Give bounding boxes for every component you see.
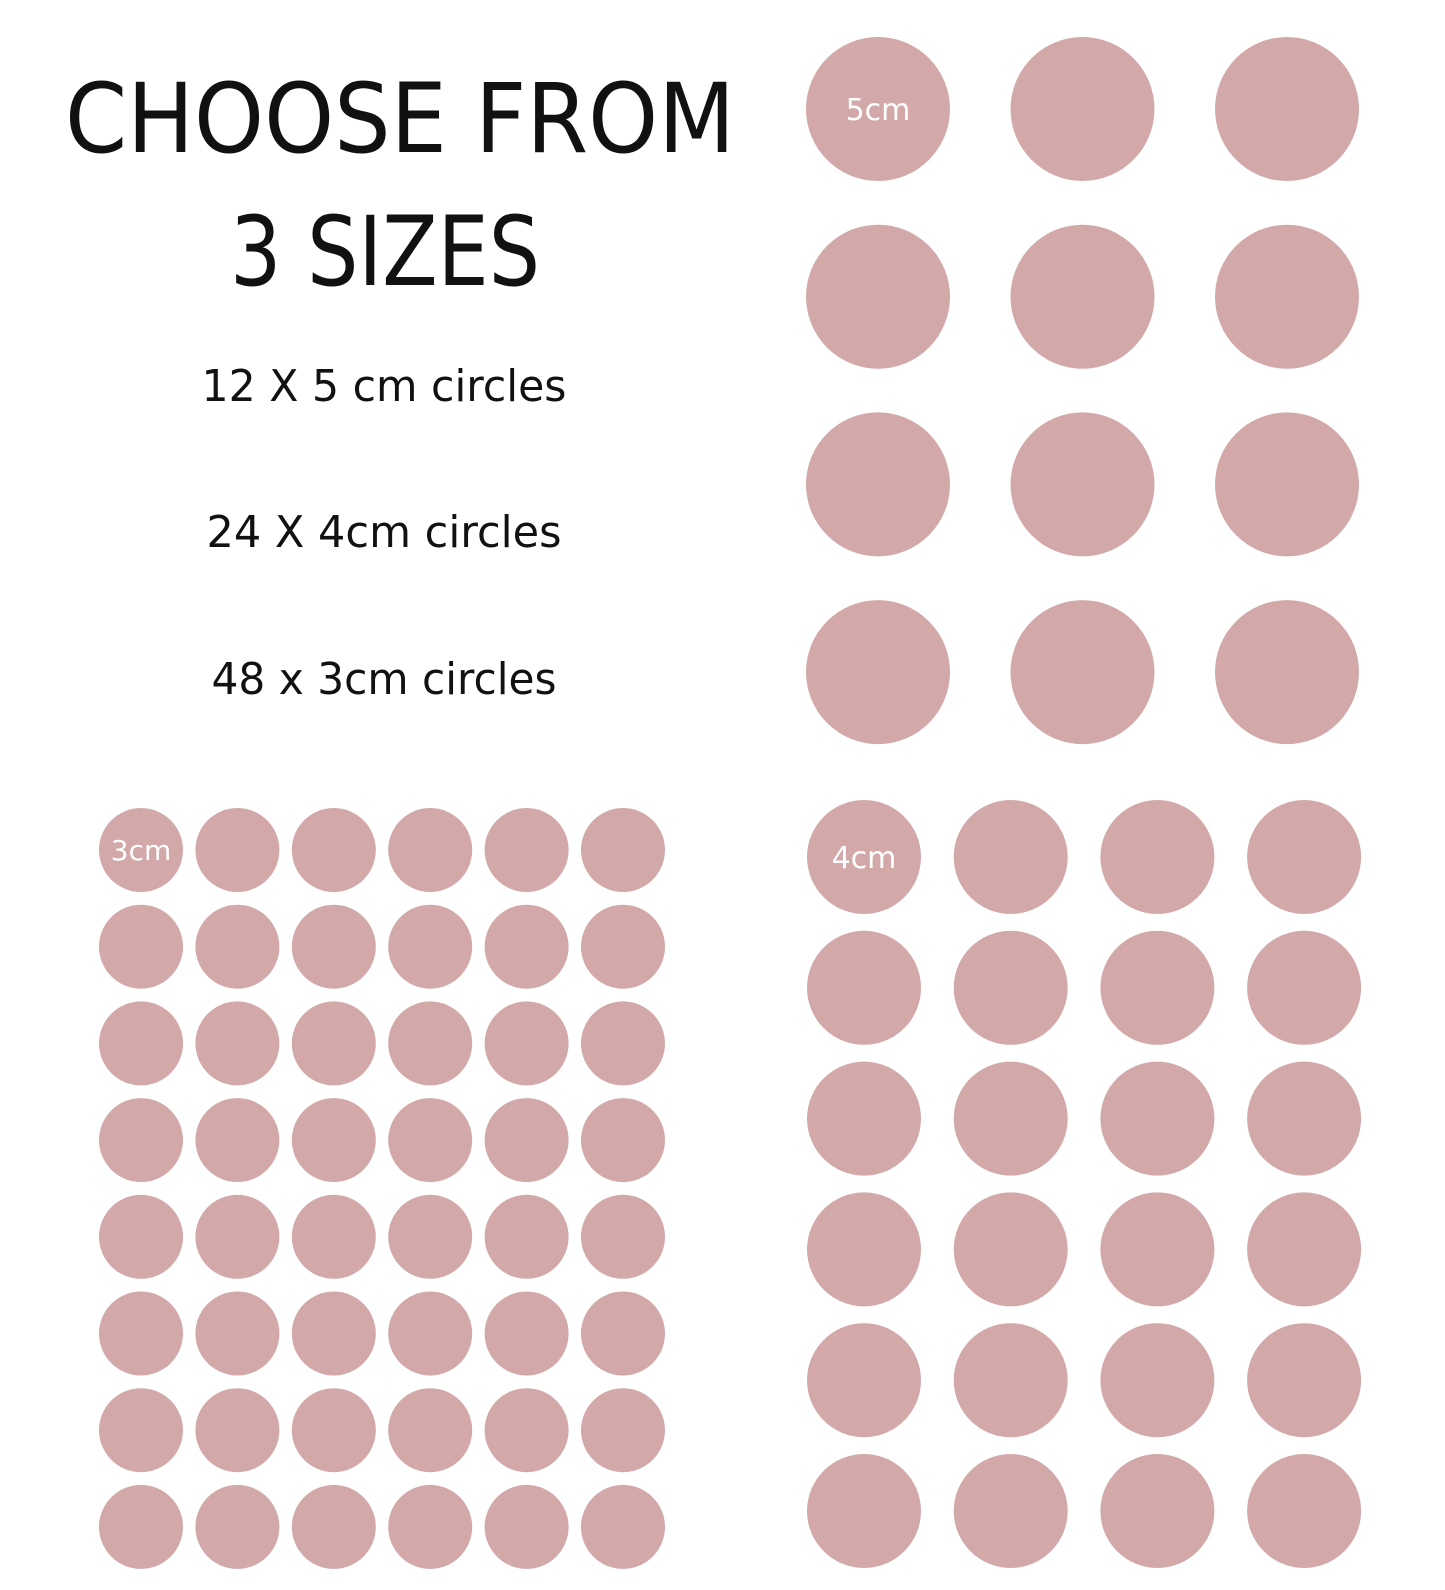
circle-3cm xyxy=(291,1388,376,1473)
circle-4cm xyxy=(1100,1323,1215,1438)
circle-3cm xyxy=(291,1291,376,1376)
circle-3cm xyxy=(581,904,665,989)
circle-3cm xyxy=(99,1194,183,1279)
circle-4cm xyxy=(1100,1454,1215,1568)
circle-4cm xyxy=(807,1061,921,1176)
circle-3cm xyxy=(99,1388,183,1473)
circle-3cm xyxy=(581,1291,665,1376)
circle-4cm xyxy=(953,1061,1068,1176)
circle-3cm xyxy=(291,1098,376,1183)
circle-4cm xyxy=(1247,1454,1362,1568)
circle-4cm xyxy=(807,1323,921,1438)
option-3cm: 48 x 3cm circles xyxy=(212,654,557,705)
circle-3cm xyxy=(99,904,183,989)
circle-3cm xyxy=(195,808,280,892)
circle-groups: 5cm 4cm 3cm xyxy=(99,37,1362,1569)
option-5cm: 12 X 5 cm circles xyxy=(202,361,567,412)
circle-3cm xyxy=(581,1388,665,1473)
circle-3cm xyxy=(291,1484,376,1569)
circle-3cm xyxy=(99,1001,183,1086)
circle-3cm xyxy=(388,1098,473,1183)
circle-4cm xyxy=(953,930,1068,1045)
circle-4cm xyxy=(1247,1061,1362,1176)
circle-3cm xyxy=(291,904,376,989)
circle-4cm xyxy=(1247,800,1362,914)
circle-4cm xyxy=(953,800,1068,914)
circle-3cm xyxy=(484,808,569,892)
circle-3cm xyxy=(195,1098,280,1183)
circle-5cm xyxy=(806,37,950,181)
circle-3cm xyxy=(195,1291,280,1376)
circle-5cm xyxy=(1215,37,1359,181)
circle-3cm xyxy=(291,1001,376,1086)
circle-3cm xyxy=(99,1098,183,1183)
circle-5cm xyxy=(806,224,950,369)
circle-5cm xyxy=(1010,412,1155,557)
circle-3cm xyxy=(195,904,280,989)
title-line-2: 3 SIZES xyxy=(230,196,540,308)
circle-3cm xyxy=(484,1098,569,1183)
circle-4cm xyxy=(1247,1192,1362,1307)
circle-4cm xyxy=(1247,1323,1362,1438)
circle-3cm xyxy=(195,1194,280,1279)
circle-3cm xyxy=(581,1001,665,1086)
circle-3cm xyxy=(291,808,376,892)
circle-3cm xyxy=(484,1388,569,1473)
circle-4cm xyxy=(807,930,921,1045)
circle-3cm xyxy=(484,1001,569,1086)
circle-4cm xyxy=(1100,800,1215,914)
circle-3cm xyxy=(388,1388,473,1473)
circle-3cm xyxy=(484,1291,569,1376)
circle-4cm xyxy=(807,800,921,914)
circle-4cm xyxy=(953,1323,1068,1438)
circle-4cm xyxy=(1100,1192,1215,1307)
circle-3cm xyxy=(581,1484,665,1569)
circle-5cm xyxy=(1010,224,1155,369)
circle-4cm xyxy=(953,1454,1068,1568)
circle-4cm xyxy=(807,1454,921,1568)
circle-3cm xyxy=(195,1001,280,1086)
circle-3cm xyxy=(195,1388,280,1473)
circle-3cm xyxy=(484,1484,569,1569)
circle-3cm xyxy=(388,808,473,892)
circle-5cm xyxy=(1215,224,1359,369)
circle-group-3cm: 3cm xyxy=(99,808,665,1569)
circle-3cm xyxy=(388,1291,473,1376)
circle-3cm xyxy=(291,1194,376,1279)
circle-group-4cm: 4cm xyxy=(807,800,1362,1568)
circle-5cm xyxy=(1010,600,1155,745)
circle-4cm xyxy=(1100,1061,1215,1176)
circle-3cm xyxy=(195,1484,280,1569)
circle-3cm xyxy=(99,1291,183,1376)
circle-5cm xyxy=(1010,37,1155,181)
title-line-1: CHOOSE FROM xyxy=(65,63,735,175)
circle-3cm xyxy=(388,904,473,989)
circle-3cm xyxy=(484,1194,569,1279)
circle-3cm xyxy=(388,1484,473,1569)
circle-3cm xyxy=(388,1194,473,1279)
circle-3cm xyxy=(581,1194,665,1279)
circle-4cm xyxy=(953,1192,1068,1307)
size-label: 4cm xyxy=(832,841,897,876)
size-label: 3cm xyxy=(111,834,171,867)
circle-3cm xyxy=(581,808,665,892)
circle-3cm xyxy=(99,808,183,892)
circle-3cm xyxy=(99,1484,183,1569)
circle-5cm xyxy=(1215,412,1359,557)
circle-3cm xyxy=(388,1001,473,1086)
circle-5cm xyxy=(806,600,950,745)
circle-4cm xyxy=(1247,930,1362,1045)
circle-3cm xyxy=(484,904,569,989)
circle-5cm xyxy=(806,412,950,557)
option-4cm: 24 X 4cm circles xyxy=(207,507,562,558)
circle-4cm xyxy=(1100,930,1215,1045)
circle-3cm xyxy=(581,1098,665,1183)
circle-4cm xyxy=(807,1192,921,1307)
circle-5cm xyxy=(1215,600,1359,745)
circle-group-5cm: 5cm xyxy=(806,37,1359,745)
size-label: 5cm xyxy=(846,93,911,128)
